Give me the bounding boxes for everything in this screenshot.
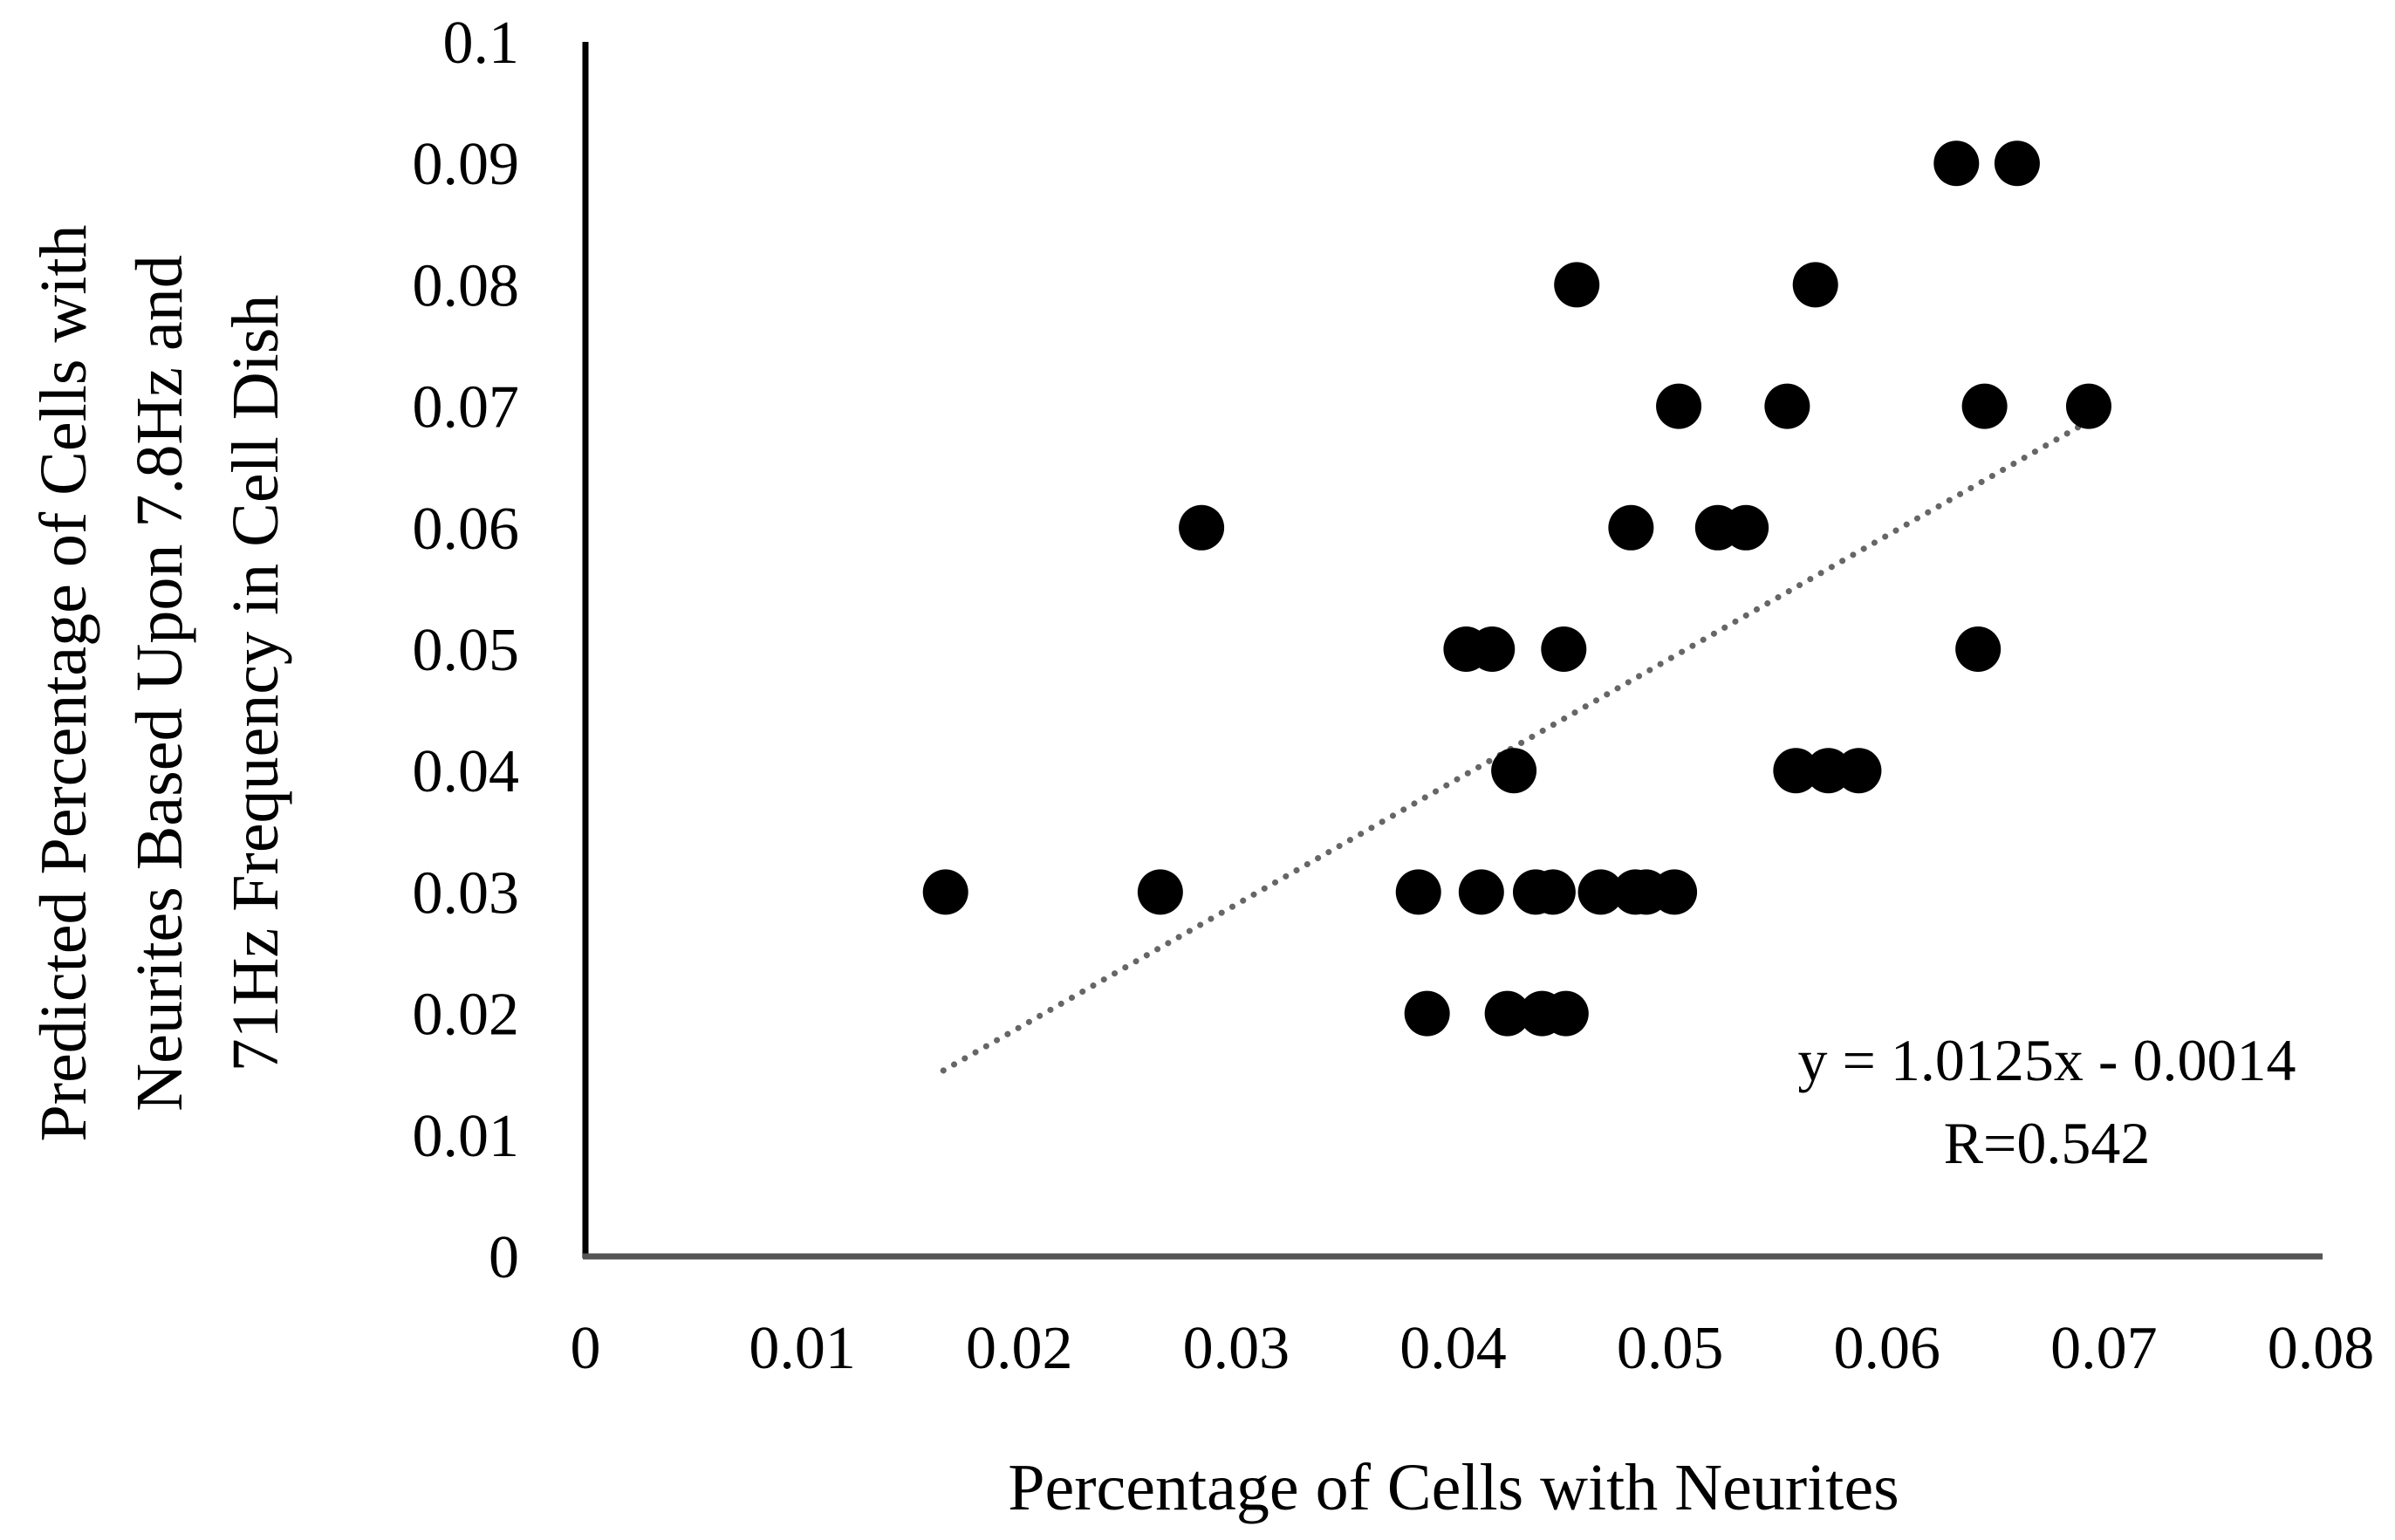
y-tick-label: 0.1 — [443, 10, 520, 77]
data-point — [1961, 383, 2008, 429]
y-axis-title-line-2: Neurites Based Upon 7.8Hz and — [123, 255, 196, 1111]
y-axis-title: Predicted Percentage of Cells with Neuri… — [27, 224, 292, 1141]
y-tick-label: 0.04 — [413, 738, 520, 805]
y-axis-title-line-3: 71Hz Frequency in Cell Dish — [219, 295, 292, 1072]
data-point — [1491, 748, 1537, 794]
y-tick-label: 0.08 — [413, 252, 520, 319]
data-point — [1773, 748, 1819, 794]
data-point — [1994, 140, 2040, 187]
y-tick-labels: 0 0.01 0.02 0.03 0.04 0.05 0.06 0.07 0.08 0.09 0.1 — [413, 10, 520, 1291]
y-tick-label: 0.09 — [413, 131, 520, 198]
x-tick-label: 0.08 — [2268, 1315, 2375, 1382]
x-tick-label: 0.01 — [749, 1315, 856, 1382]
data-point — [1395, 869, 1441, 915]
data-point — [1541, 626, 1587, 672]
data-point — [1792, 262, 1838, 308]
data-point — [1484, 990, 1530, 1037]
trendline — [940, 418, 2092, 1074]
data-point — [1577, 869, 1624, 915]
x-tick-label: 0.07 — [2050, 1315, 2158, 1382]
data-point — [1543, 990, 1589, 1037]
y-axis-title-line-1: Predicted Percentage of Cells with — [27, 224, 100, 1141]
x-tick-label: 0.05 — [1617, 1315, 1724, 1382]
data-point — [1469, 626, 1516, 672]
data-point — [1764, 383, 1810, 429]
data-point — [1652, 869, 1698, 915]
data-point — [1404, 990, 1450, 1037]
x-axis-title: Percentage of Cells with Neurites — [1008, 1451, 1899, 1524]
x-tick-label: 0.06 — [1834, 1315, 1941, 1382]
data-point — [1608, 504, 1654, 551]
x-tick-labels: 0 0.01 0.02 0.03 0.04 0.05 0.06 0.07 0.08 — [571, 1315, 2375, 1382]
y-tick-label: 0.05 — [413, 617, 520, 684]
y-tick-label: 0.01 — [413, 1103, 520, 1170]
data-point — [922, 869, 968, 915]
y-tick-label: 0.03 — [413, 859, 520, 927]
data-point — [2065, 383, 2111, 429]
data-point — [1933, 140, 1980, 187]
data-point — [1554, 262, 1600, 308]
x-tick-label: 0 — [571, 1315, 601, 1382]
r-value-label: R=0.542 — [1944, 1110, 2151, 1176]
x-tick-label: 0.03 — [1183, 1315, 1290, 1382]
data-point — [1723, 504, 1769, 551]
data-point — [1656, 383, 1702, 429]
y-tick-label: 0.07 — [413, 374, 520, 441]
data-point — [1179, 504, 1225, 551]
y-tick-label: 0 — [489, 1224, 519, 1291]
equation-label: y = 1.0125x - 0.0014 — [1798, 1027, 2296, 1093]
data-point — [1836, 748, 1882, 794]
data-point — [1458, 869, 1504, 915]
data-points — [922, 140, 2111, 1037]
data-point — [1955, 626, 2002, 672]
y-tick-label: 0.02 — [413, 982, 520, 1049]
y-tick-label: 0.06 — [413, 496, 520, 563]
data-point — [1137, 869, 1183, 915]
x-tick-label: 0.04 — [1399, 1315, 1507, 1382]
x-tick-label: 0.02 — [966, 1315, 1073, 1382]
data-point — [1529, 869, 1576, 915]
